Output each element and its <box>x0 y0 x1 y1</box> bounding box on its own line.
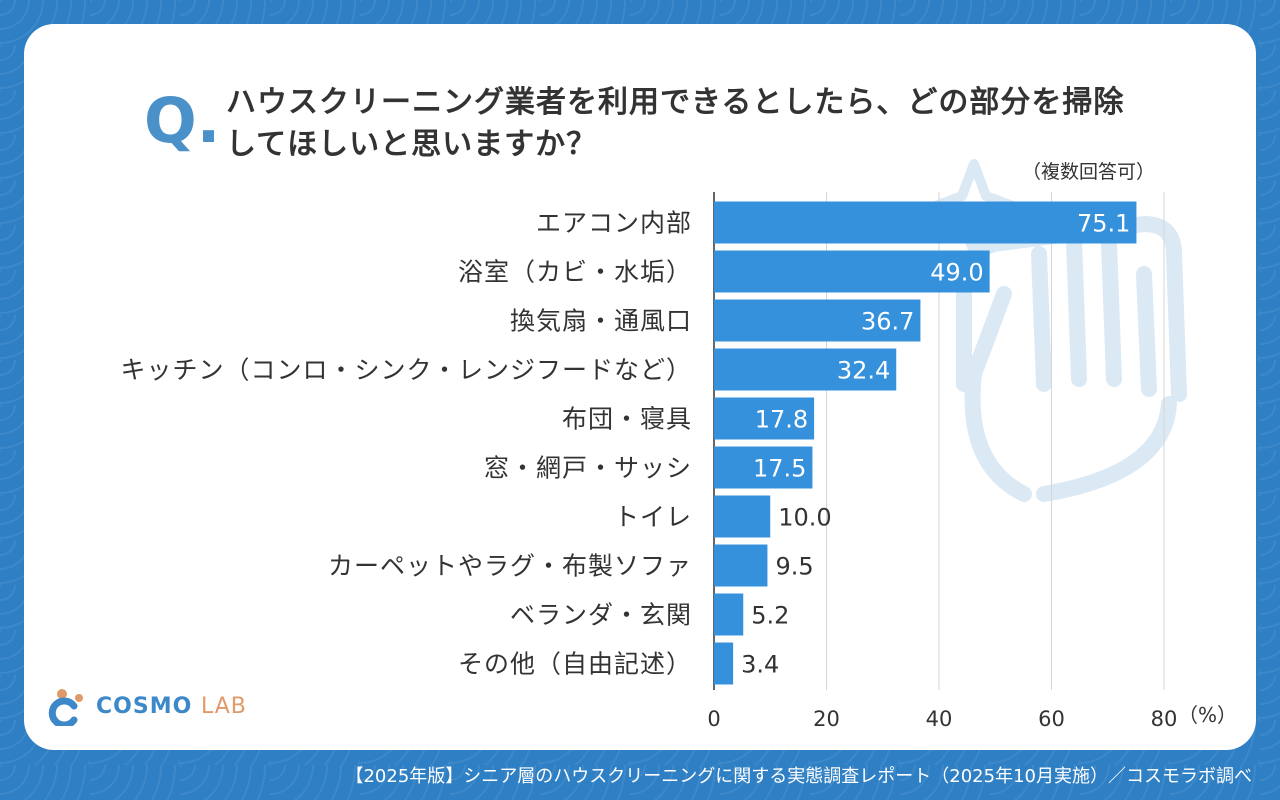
value-label: 9.5 <box>775 553 813 581</box>
cosmo-lab-logo: COSMO LAB <box>48 686 247 726</box>
category-label: 換気扇・通風口 <box>510 307 692 336</box>
bar <box>714 446 813 489</box>
x-tick-label: 0 <box>707 707 720 731</box>
bar <box>714 397 815 440</box>
value-label: 5.2 <box>751 602 789 630</box>
bar <box>714 495 771 538</box>
chart-card: Q. ハウスクリーニング業者を利用できるとしたら、どの部分を掃除 してほしいと思… <box>24 24 1256 750</box>
value-label: 36.7 <box>861 308 914 336</box>
bar <box>714 250 990 293</box>
x-tick-label: 40 <box>926 707 953 731</box>
bar <box>714 201 1137 244</box>
bar <box>714 544 768 587</box>
category-label: ベランダ・玄関 <box>510 601 692 630</box>
value-label: 3.4 <box>741 651 779 679</box>
value-label: 49.0 <box>930 259 983 287</box>
bar <box>714 593 744 636</box>
x-axis-unit-label: （%） <box>1178 703 1237 727</box>
question-line-1: ハウスクリーニング業者を利用できるとしたら、どの部分を掃除 <box>226 85 1125 120</box>
x-tick-label: 80 <box>1151 707 1178 731</box>
bar <box>714 348 897 391</box>
question-mark-label: Q. <box>144 84 221 157</box>
category-label: 浴室（カビ・水垢） <box>458 258 692 287</box>
category-label: トイレ <box>614 503 692 532</box>
question-text: ハウスクリーニング業者を利用できるとしたら、どの部分を掃除 してほしいと思います… <box>226 82 1166 166</box>
value-label: 32.4 <box>837 357 890 385</box>
category-label: その他（自由記述） <box>458 650 692 679</box>
value-label: 17.5 <box>753 455 806 483</box>
question-line-2: してほしいと思いますか？ <box>226 127 598 162</box>
category-label: 布団・寝具 <box>562 405 692 434</box>
x-tick-label: 60 <box>1038 707 1065 731</box>
bar-chart: 0 20 40 60 80 （%） エアコン内部 75.1 浴室（カビ・水垢） 49.0 換気扇・通… <box>120 192 1237 731</box>
value-label: 17.8 <box>755 406 808 434</box>
cosmo-lab-logo-icon <box>48 689 83 726</box>
category-label: カーペットやラグ・布製ソファ <box>328 552 692 581</box>
category-label: キッチン（コンロ・シンク・レンジフードなど） <box>120 356 692 385</box>
logo-main-text: COSMO <box>96 693 193 719</box>
bar <box>714 299 921 342</box>
value-label: 75.1 <box>1077 210 1130 238</box>
multiple-answer-note: （複数回答可） <box>1022 161 1156 183</box>
value-label: 10.0 <box>778 504 831 532</box>
source-footer: 【2025年版】シニア層のハウスクリーニングに関する実態調査レポート（2025年… <box>345 766 1252 787</box>
category-label: エアコン内部 <box>536 209 692 238</box>
bar <box>714 642 734 685</box>
x-tick-label: 20 <box>813 707 840 731</box>
category-label: 窓・網戸・サッシ <box>484 454 692 483</box>
logo-sub-text: LAB <box>200 693 247 719</box>
